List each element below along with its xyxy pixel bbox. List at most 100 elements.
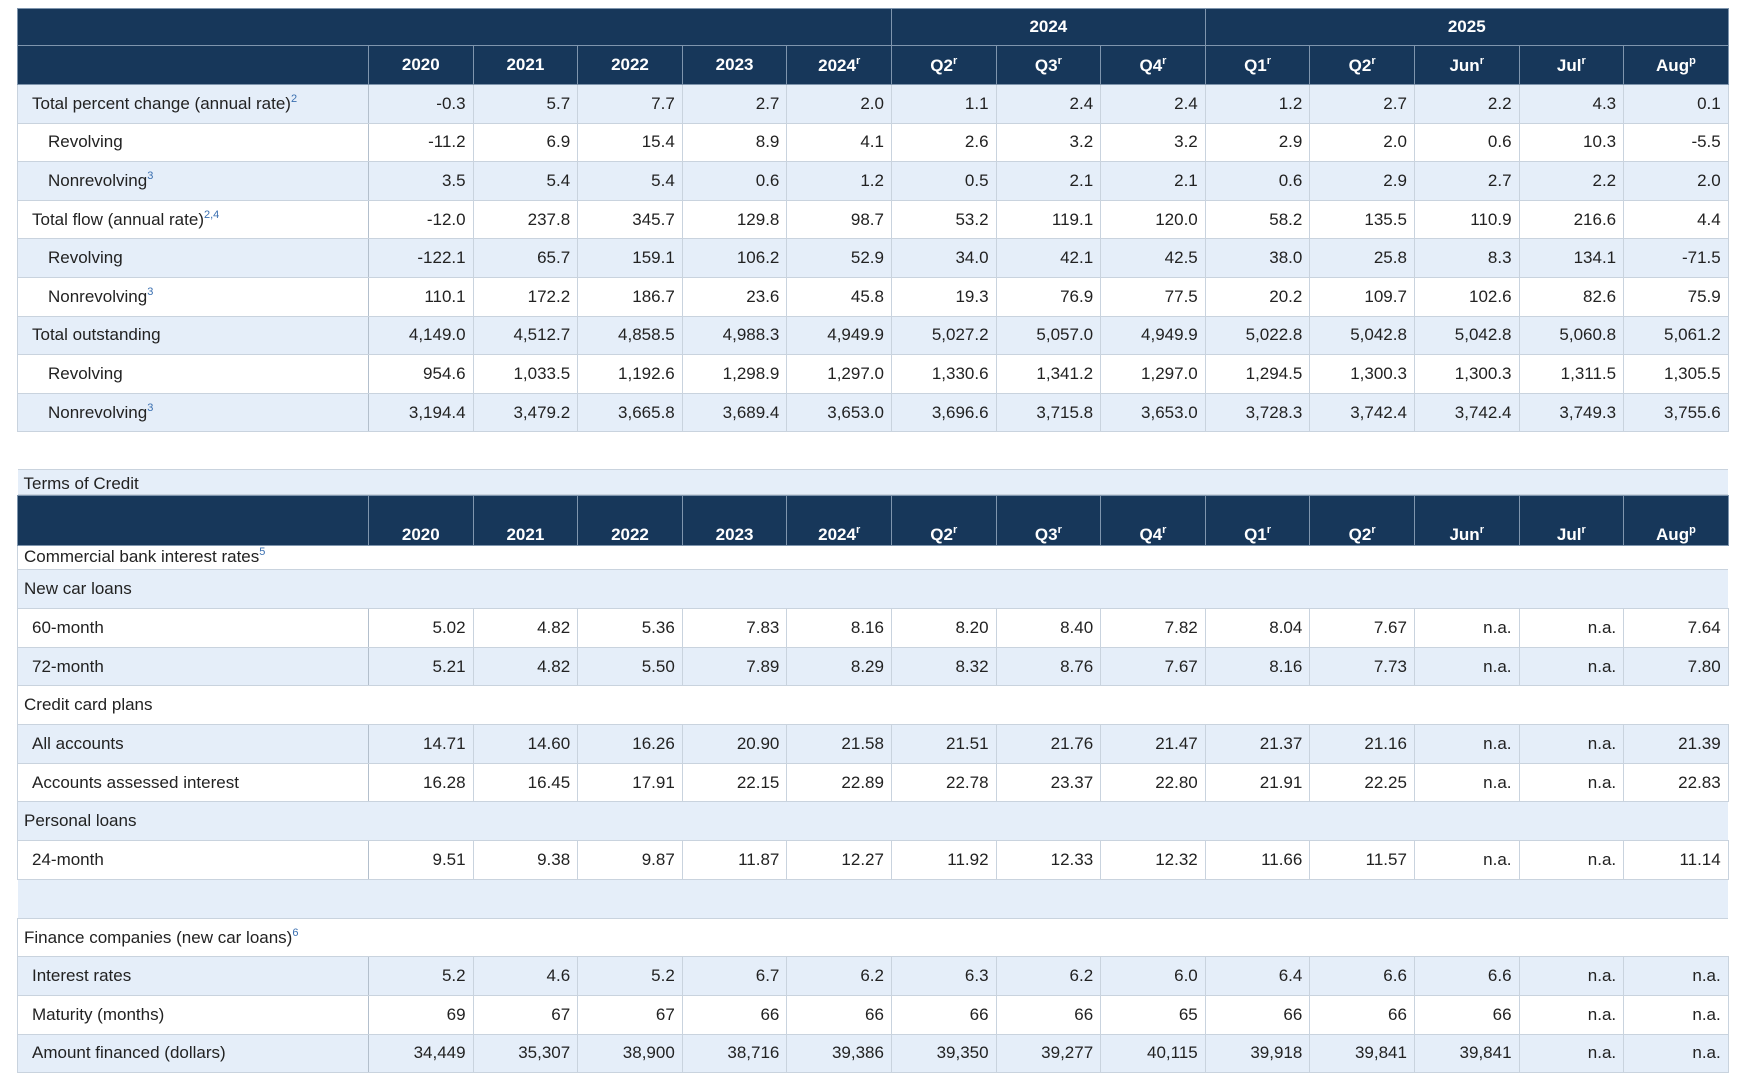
value-cell: 39,386 [786, 1033, 892, 1074]
value-cell: 21.37 [1204, 724, 1311, 764]
value-cell: 3,479.2 [472, 392, 579, 433]
value-text: 129.8 [736, 209, 780, 229]
column-header: 2020 [368, 495, 474, 547]
column-header: 2024r [786, 45, 892, 85]
value-text: 2.1 [1174, 170, 1198, 190]
value-text: 5,060.8 [1559, 325, 1617, 345]
value-text: 1,298.9 [722, 363, 780, 383]
column-footnote: r [1162, 524, 1167, 537]
value-text: 172.2 [527, 286, 571, 306]
value-cell: 102.6 [1413, 276, 1520, 317]
value-cell: 1,297.0 [1100, 354, 1206, 394]
value-text: 22.78 [946, 772, 989, 792]
value-cell: 82.6 [1518, 276, 1625, 317]
value-cell: 12.32 [1100, 840, 1206, 880]
value-cell: 4,149.0 [368, 315, 474, 356]
value-cell: 67 [577, 994, 683, 1035]
group-header-text: 2024 [1029, 17, 1068, 36]
value-cell: 1,033.5 [472, 354, 579, 394]
header-corner [17, 495, 369, 547]
column-header-text: 2022 [611, 55, 649, 74]
value-text: 9.38 [537, 850, 571, 869]
label-text: 24-month [32, 850, 104, 869]
value-cell: 172.2 [472, 276, 579, 317]
value-cell: 159.1 [577, 238, 683, 278]
column-header-text: 2024 [818, 55, 856, 75]
value-cell: 14.71 [368, 724, 474, 764]
value-text: 4.4 [1697, 209, 1721, 229]
row-label: Finance companies (new car loans)6 [17, 917, 1729, 958]
value-text: 39,841 [1354, 1043, 1407, 1063]
value-cell: n.a. [1623, 994, 1729, 1035]
footnote-ref: 3 [147, 402, 154, 415]
label-text: Credit card plans [24, 695, 153, 715]
row-label: Personal loans [17, 801, 1729, 842]
value-text: 7.64 [1687, 617, 1721, 637]
value-cell: 65.7 [472, 238, 579, 278]
value-text: 22.83 [1678, 772, 1721, 792]
value-cell: 5.4 [472, 161, 579, 201]
value-text: 21.37 [1259, 733, 1303, 753]
value-text: 11.14 [1679, 850, 1721, 869]
value-text: 11.92 [947, 850, 989, 869]
column-header: 2023 [681, 45, 788, 85]
value-cell: 22.89 [786, 762, 892, 803]
row-label: 72-month [17, 646, 369, 687]
value-text: 3.2 [1069, 132, 1094, 152]
table-row: Revolving -122.1 65.7 159.1 106.2 52.9 34.0 42.… [17, 238, 1729, 278]
value-cell: 5,022.8 [1204, 315, 1311, 356]
value-cell: 134.1 [1518, 238, 1625, 278]
value-cell: 3,689.4 [681, 392, 788, 433]
value-cell: 20.2 [1204, 276, 1311, 317]
value-text: 52.9 [850, 248, 884, 268]
value-text: 6.2 [860, 966, 884, 986]
column-footnote: r [952, 54, 958, 67]
column-header: Q2r [890, 495, 997, 547]
value-text: 14.71 [423, 733, 466, 753]
value-text: 7.83 [746, 617, 780, 637]
value-cell: 120.0 [1100, 199, 1206, 240]
value-text: 3,479.2 [513, 402, 571, 422]
value-text: 8.16 [850, 617, 884, 637]
value-cell: 19.3 [890, 276, 997, 317]
value-text: 3,653.0 [1141, 402, 1198, 422]
column-header: Julr [1518, 45, 1625, 85]
value-cell: 34,449 [368, 1033, 474, 1074]
value-cell: 39,841 [1413, 1033, 1520, 1074]
column-header: 2021 [472, 495, 579, 547]
row-label: All accounts [17, 724, 369, 764]
value-text: 65 [1178, 1004, 1198, 1024]
row-label: Total percent change (annual rate)2 [17, 84, 369, 124]
value-cell: 6.3 [890, 956, 997, 996]
value-text: 3,653.0 [827, 402, 884, 422]
value-text: 53.2 [955, 209, 989, 229]
value-cell: 5,042.8 [1413, 315, 1520, 356]
label-text: Commercial bank interest rates [24, 547, 260, 567]
value-text: 954.6 [423, 363, 466, 383]
section-title: Terms of Credit [17, 469, 1729, 496]
value-text: -12.0 [426, 209, 466, 229]
value-text: 11.57 [1365, 850, 1407, 869]
value-cell: 38.0 [1204, 238, 1311, 278]
value-cell: 0.1 [1623, 84, 1729, 124]
value-text: 15.4 [641, 132, 675, 152]
value-cell: 8.9 [681, 122, 788, 163]
value-text: 66 [1283, 1004, 1303, 1024]
value-text: n.a. [1587, 966, 1617, 986]
value-cell: 3,728.3 [1204, 392, 1311, 433]
value-cell: n.a. [1623, 1033, 1729, 1074]
value-text: 2.0 [1383, 132, 1407, 152]
table-row: Total flow (annual rate)2,4 -12.0 237.8 345… [17, 199, 1729, 240]
value-text: 216.6 [1573, 209, 1617, 229]
value-cell: 3,696.6 [890, 392, 997, 433]
table-row: Personal loans [17, 801, 1729, 842]
column-header-text: Q3 [1034, 525, 1058, 545]
value-cell: 20.90 [681, 724, 788, 764]
value-text: 66 [1074, 1004, 1094, 1024]
value-text: n.a. [1587, 1043, 1617, 1063]
value-text: n.a. [1483, 772, 1512, 792]
value-text: 8.29 [850, 656, 884, 676]
value-cell: 1,341.2 [995, 354, 1102, 394]
value-cell: 186.7 [577, 276, 683, 317]
value-text: 23.37 [1050, 772, 1094, 792]
